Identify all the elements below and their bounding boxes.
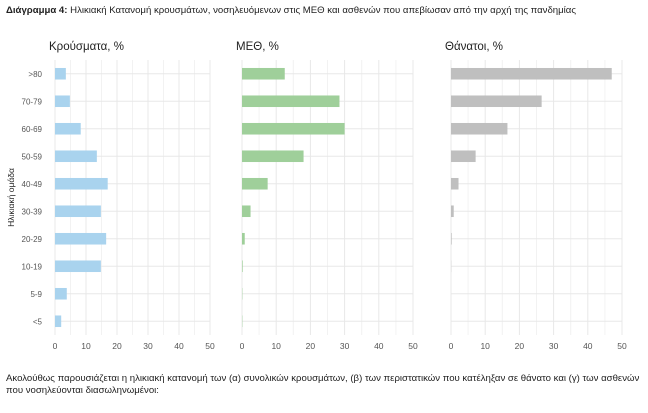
bar-0-6 <box>55 232 107 245</box>
bar-1-3 <box>242 150 304 163</box>
xtick-label-0-5: 50 <box>205 341 215 351</box>
ytick-label-8: 5-9 <box>30 290 42 299</box>
bar-1-2 <box>242 122 345 135</box>
ytick-label-4: 40-49 <box>22 180 43 189</box>
caption-text: Ηλικιακή Κατανομή κρουσμάτων, νοσηλευόμε… <box>70 5 576 16</box>
xtick-label-1-4: 40 <box>374 341 384 351</box>
ytick-label-2: 60-69 <box>22 125 43 134</box>
ytick-label-1: 70-79 <box>22 97 43 106</box>
bar-1-0 <box>242 67 285 80</box>
bar-0-9 <box>55 315 62 328</box>
ytick-label-9: <5 <box>33 317 43 326</box>
bar-1-1 <box>242 95 340 108</box>
caption-label: Διάγραμμα 4: <box>6 5 68 16</box>
bar-0-7 <box>55 260 101 273</box>
xtick-label-2-4: 40 <box>583 341 593 351</box>
xtick-label-2-5: 50 <box>617 341 627 351</box>
ytick-label-0: >80 <box>28 70 42 79</box>
panel-title-0: Κρούσματα, % <box>49 41 124 53</box>
bar-2-4 <box>451 177 459 190</box>
xtick-label-0-4: 40 <box>174 341 184 351</box>
ytick-label-3: 50-59 <box>22 152 43 161</box>
xtick-label-0-1: 10 <box>81 341 91 351</box>
bar-2-0 <box>451 67 612 80</box>
ytick-label-7: 10-19 <box>22 262 43 271</box>
footer-paragraph: Ακολούθως παρουσιάζεται η ηλικιακή καταν… <box>6 373 640 396</box>
age-distribution-chart: Κρούσματα, % 0 10 20 30 40 50 ΜΕΘ, % 0 10 20 30 40 50… <box>6 41 627 351</box>
y-axis-label: Ηλικιακή ομάδα <box>6 168 16 227</box>
bar-2-2 <box>451 122 508 135</box>
xtick-label-1-2: 20 <box>306 341 316 351</box>
xtick-label-1-0: 0 <box>240 341 245 351</box>
bar-0-1 <box>55 95 70 108</box>
bar-0-5 <box>55 205 101 218</box>
ytick-label-5: 30-39 <box>22 207 43 216</box>
xtick-label-2-0: 0 <box>449 341 454 351</box>
xtick-label-2-3: 30 <box>549 341 559 351</box>
xtick-label-1-3: 30 <box>340 341 350 351</box>
bar-1-5 <box>242 205 251 218</box>
bar-0-0 <box>55 67 66 80</box>
bar-2-6 <box>451 232 452 245</box>
xtick-label-0-2: 20 <box>112 341 122 351</box>
figure-caption: Διάγραμμα 4: Ηλικιακή Κατανομή κρουσμάτω… <box>6 5 576 16</box>
bar-1-7 <box>242 260 243 273</box>
panel-title-1: ΜΕΘ, % <box>236 41 279 53</box>
bar-0-4 <box>55 177 108 190</box>
ytick-label-6: 20-29 <box>22 235 43 244</box>
xtick-label-2-1: 10 <box>480 341 490 351</box>
bar-0-2 <box>55 122 81 135</box>
bar-1-4 <box>242 177 268 190</box>
xtick-label-0-3: 30 <box>143 341 153 351</box>
xtick-label-1-1: 10 <box>271 341 281 351</box>
xtick-label-0-0: 0 <box>53 341 58 351</box>
bar-0-3 <box>55 150 97 163</box>
bar-1-6 <box>242 232 245 245</box>
xtick-label-1-5: 50 <box>408 341 418 351</box>
bar-2-3 <box>451 150 476 163</box>
panel-title-2: Θάνατοι, % <box>445 41 503 53</box>
xtick-label-2-2: 20 <box>515 341 525 351</box>
bar-2-1 <box>451 95 542 108</box>
bar-0-8 <box>55 287 67 300</box>
bar-2-5 <box>451 205 454 218</box>
